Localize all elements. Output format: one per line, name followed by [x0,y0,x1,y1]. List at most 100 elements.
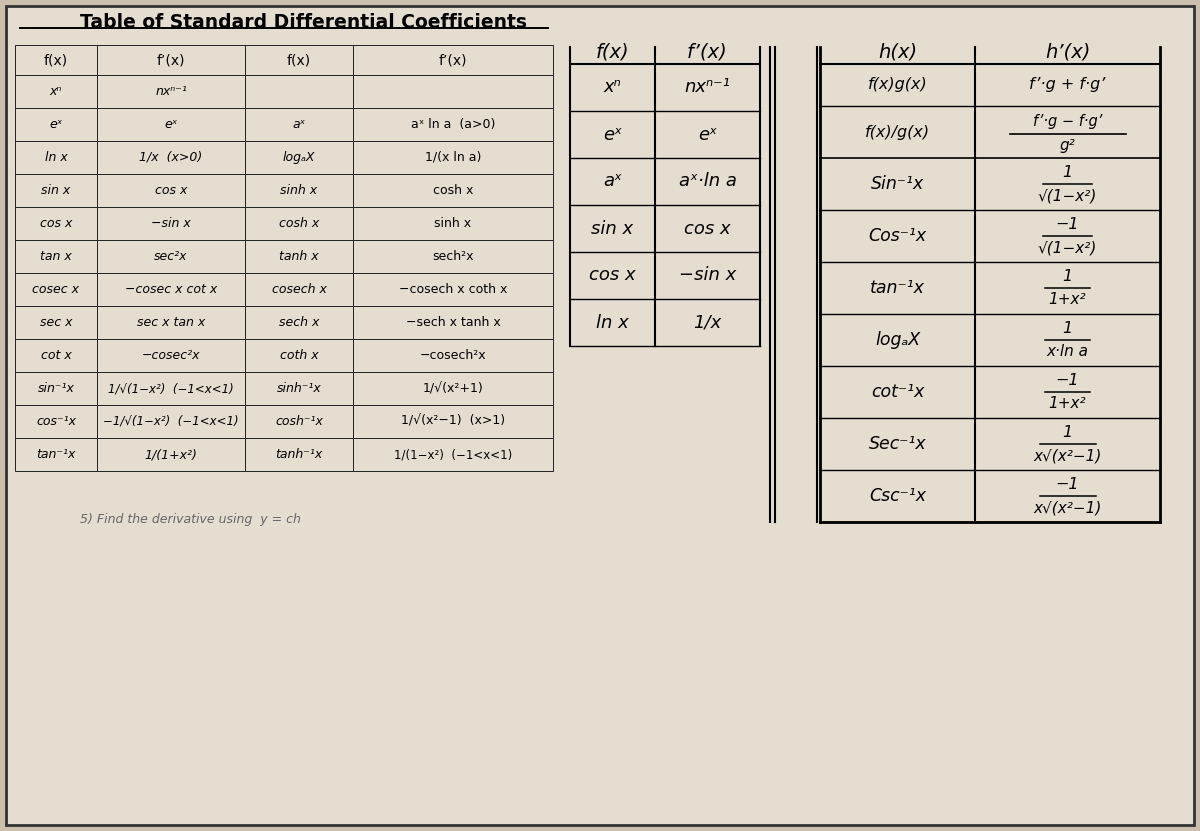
Bar [245,240,353,273]
Text: 1: 1 [1062,165,1073,180]
Bar [353,108,553,141]
Text: sinh x: sinh x [434,217,472,230]
Text: xⁿ: xⁿ [50,85,62,98]
Text: sech x: sech x [278,316,319,329]
Text: Sec⁻¹x: Sec⁻¹x [869,435,926,453]
Text: 5) Find the derivative using  y = ch: 5) Find the derivative using y = ch [80,514,301,527]
Text: Cos⁻¹x: Cos⁻¹x [869,227,926,245]
Text: 1: 1 [1062,269,1073,284]
Text: √(1−x²): √(1−x²) [1038,189,1097,204]
Bar [14,45,97,75]
Bar [245,339,353,372]
Text: x√(x²−1): x√(x²−1) [1033,500,1102,515]
Text: ln x: ln x [44,151,67,164]
Bar [353,306,553,339]
Bar [14,240,97,273]
Text: 1/(1−x²)  (−1<x<1): 1/(1−x²) (−1<x<1) [394,448,512,461]
Text: sin x: sin x [41,184,71,197]
Text: sinh⁻¹x: sinh⁻¹x [277,382,322,395]
Text: x√(x²−1): x√(x²−1) [1033,449,1102,464]
Bar [245,306,353,339]
Bar [353,207,553,240]
Text: −sin x: −sin x [679,267,736,284]
Text: x·ln a: x·ln a [1046,345,1088,360]
Bar [14,273,97,306]
Text: f(x): f(x) [595,42,629,61]
Text: logₐX: logₐX [875,331,920,349]
Bar [97,174,245,207]
Text: −1/√(1−x²)  (−1<x<1): −1/√(1−x²) (−1<x<1) [103,415,239,428]
Text: eˣ: eˣ [698,125,718,144]
Bar [245,75,353,108]
Text: 1: 1 [1062,425,1073,440]
Bar [14,174,97,207]
Text: sec x tan x: sec x tan x [137,316,205,329]
Bar [97,372,245,405]
Text: g²: g² [1060,138,1075,153]
Bar [97,141,245,174]
Bar [353,141,553,174]
Text: nxⁿ⁻¹: nxⁿ⁻¹ [155,85,187,98]
Text: logₐX: logₐX [283,151,316,164]
Text: sec²x: sec²x [155,250,187,263]
Text: f’(x): f’(x) [688,42,728,61]
Bar [353,45,553,75]
Bar [97,339,245,372]
Text: nxⁿ⁻¹: nxⁿ⁻¹ [684,78,731,96]
Bar [353,339,553,372]
Text: aˣ: aˣ [604,173,622,190]
Bar [245,141,353,174]
Text: cosh⁻¹x: cosh⁻¹x [275,415,323,428]
Bar [245,405,353,438]
Text: aˣ ln a  (a>0): aˣ ln a (a>0) [410,118,496,131]
Bar [97,405,245,438]
Bar [14,306,97,339]
Text: cosec x: cosec x [32,283,79,296]
Text: cos x: cos x [40,217,72,230]
Text: f(x)g(x): f(x)g(x) [868,77,928,92]
Text: cos x: cos x [684,219,731,238]
Bar [14,207,97,240]
Bar [353,372,553,405]
Text: ln x: ln x [596,313,629,332]
Text: −sin x: −sin x [151,217,191,230]
Text: −cosech²x: −cosech²x [420,349,486,362]
Text: 1/√(x²+1): 1/√(x²+1) [422,382,484,395]
Text: −cosech x coth x: −cosech x coth x [398,283,508,296]
Text: coth x: coth x [280,349,318,362]
Text: sinh x: sinh x [281,184,318,197]
Text: f(x): f(x) [44,53,68,67]
Text: f(x)/g(x): f(x)/g(x) [865,125,930,140]
Bar [14,75,97,108]
Bar [97,240,245,273]
Text: cot⁻¹x: cot⁻¹x [871,383,924,401]
Text: eˣ: eˣ [164,118,178,131]
Bar [353,75,553,108]
Text: Table of Standard Differential Coefficients: Table of Standard Differential Coefficie… [80,12,528,32]
Bar [353,405,553,438]
Text: cos x: cos x [155,184,187,197]
Bar [245,207,353,240]
Text: √(1−x²): √(1−x²) [1038,240,1097,255]
Text: −sech x tanh x: −sech x tanh x [406,316,500,329]
Text: cot x: cot x [41,349,71,362]
Bar [14,141,97,174]
Bar [353,273,553,306]
Text: Csc⁻¹x: Csc⁻¹x [869,487,926,505]
Bar [97,108,245,141]
Text: 1/x: 1/x [694,313,721,332]
Text: 1+x²: 1+x² [1049,293,1086,307]
Text: xⁿ: xⁿ [604,78,622,96]
Text: sech²x: sech²x [432,250,474,263]
Text: 1+x²: 1+x² [1049,396,1086,411]
Text: aˣ: aˣ [293,118,306,131]
Bar [97,438,245,471]
Bar [245,372,353,405]
Text: f’·g + f·g’: f’·g + f·g’ [1030,77,1105,92]
Bar [14,372,97,405]
Text: 1/√(x²−1)  (x>1): 1/√(x²−1) (x>1) [401,415,505,428]
Text: 1/(x ln a): 1/(x ln a) [425,151,481,164]
Text: h’(x): h’(x) [1045,42,1090,61]
Text: tanh x: tanh x [280,250,319,263]
Text: Sin⁻¹x: Sin⁻¹x [871,175,924,193]
